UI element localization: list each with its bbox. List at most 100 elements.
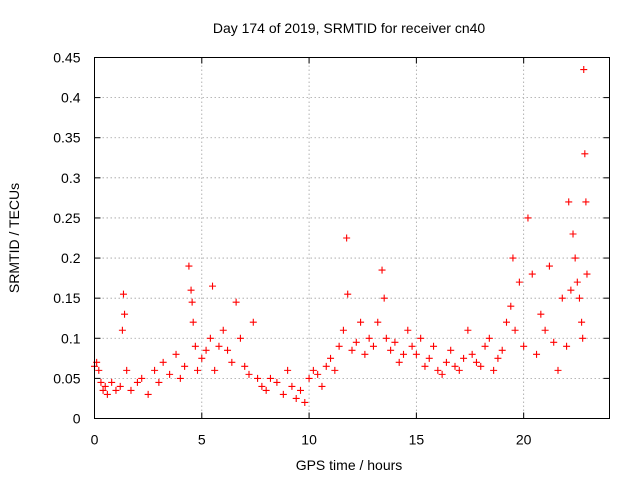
data-point <box>189 318 197 326</box>
grid-layer <box>94 57 610 419</box>
data-point <box>127 386 135 394</box>
data-point <box>494 354 502 362</box>
data-point <box>101 382 109 390</box>
data-point <box>520 342 528 350</box>
x-tick-label: 20 <box>516 432 532 448</box>
data-point <box>301 398 309 406</box>
data-point <box>438 370 446 378</box>
data-point <box>343 234 351 242</box>
data-point <box>188 298 196 306</box>
x-tick-label: 0 <box>91 432 99 448</box>
chart-title: Day 174 of 2019, SRMTID for receiver cn4… <box>213 20 486 36</box>
data-point <box>279 390 287 398</box>
y-tick-label: 0.4 <box>61 90 81 106</box>
data-point <box>181 362 189 370</box>
y-tick-label: 0 <box>73 411 81 427</box>
tick-layer: 0 5 10 15 20 0 0.05 0.1 0.15 0.2 0.25 0.3 0.35 0.4 0.4… <box>53 50 610 448</box>
data-point <box>187 286 195 294</box>
data-point <box>344 290 352 298</box>
data-point <box>118 326 126 334</box>
data-point <box>194 366 201 374</box>
data-point <box>391 338 399 346</box>
data-point <box>442 358 450 366</box>
data-point <box>563 342 571 350</box>
x-tick-label: 15 <box>409 432 425 448</box>
y-tick-label: 0.45 <box>53 50 80 66</box>
data-point <box>241 362 249 370</box>
data-point <box>382 334 390 342</box>
data-point <box>116 382 124 390</box>
data-point <box>583 270 591 278</box>
data-point <box>395 358 403 366</box>
y-tick-label: 0.25 <box>53 210 80 226</box>
data-point <box>554 366 562 374</box>
data-point <box>232 298 240 306</box>
data-point <box>95 366 103 374</box>
data-point <box>417 334 425 342</box>
data-point <box>498 346 506 354</box>
data-point <box>425 354 433 362</box>
data-point <box>558 294 566 302</box>
data-point <box>284 366 292 374</box>
data-point <box>412 350 420 358</box>
data-point <box>99 386 107 394</box>
data-point <box>430 342 438 350</box>
data-point <box>567 286 575 294</box>
data-point <box>121 310 129 318</box>
x-axis-label: GPS time / hours <box>296 457 403 473</box>
x-tick-label: 10 <box>301 432 317 448</box>
data-point <box>528 270 536 278</box>
data-point <box>472 358 480 366</box>
data-point <box>211 366 219 374</box>
data-point <box>369 342 377 350</box>
data-point <box>507 302 515 310</box>
data-point <box>477 362 485 370</box>
data-point <box>348 346 356 354</box>
data-point <box>151 366 159 374</box>
data-point <box>365 334 373 342</box>
data-point <box>202 346 210 354</box>
data-point <box>511 326 519 334</box>
data-point <box>361 350 369 358</box>
data-point <box>468 350 476 358</box>
data-point <box>550 338 558 346</box>
data-point <box>206 334 214 342</box>
data-point <box>541 326 549 334</box>
data-point <box>249 318 257 326</box>
data-point <box>533 350 541 358</box>
data-point <box>575 294 583 302</box>
data-point <box>455 366 463 374</box>
data-point <box>144 390 152 398</box>
data-point <box>176 374 184 382</box>
data-point <box>119 290 127 298</box>
y-tick-label: 0.1 <box>61 330 81 346</box>
data-point <box>185 262 193 270</box>
data-point <box>537 310 545 318</box>
data-point <box>305 374 313 382</box>
data-point <box>380 294 388 302</box>
data-point <box>138 374 146 382</box>
x-tick-label: 5 <box>198 432 206 448</box>
data-point <box>581 150 589 158</box>
data-point <box>524 214 532 222</box>
data-point <box>159 358 167 366</box>
data-point <box>297 386 304 394</box>
data-point <box>421 362 429 370</box>
data-point <box>262 386 270 394</box>
data-point <box>327 354 335 362</box>
data-point <box>112 386 120 394</box>
data-point <box>198 354 206 362</box>
data-point <box>481 342 489 350</box>
data-point <box>387 346 395 354</box>
data-point <box>451 362 459 370</box>
data-point <box>571 254 579 262</box>
data-point <box>331 366 339 374</box>
data-point <box>215 342 223 350</box>
data-point <box>133 378 141 386</box>
plot-frame <box>94 57 610 419</box>
data-point <box>404 326 412 334</box>
data-point <box>490 366 498 374</box>
y-tick-label: 0.2 <box>61 250 81 266</box>
